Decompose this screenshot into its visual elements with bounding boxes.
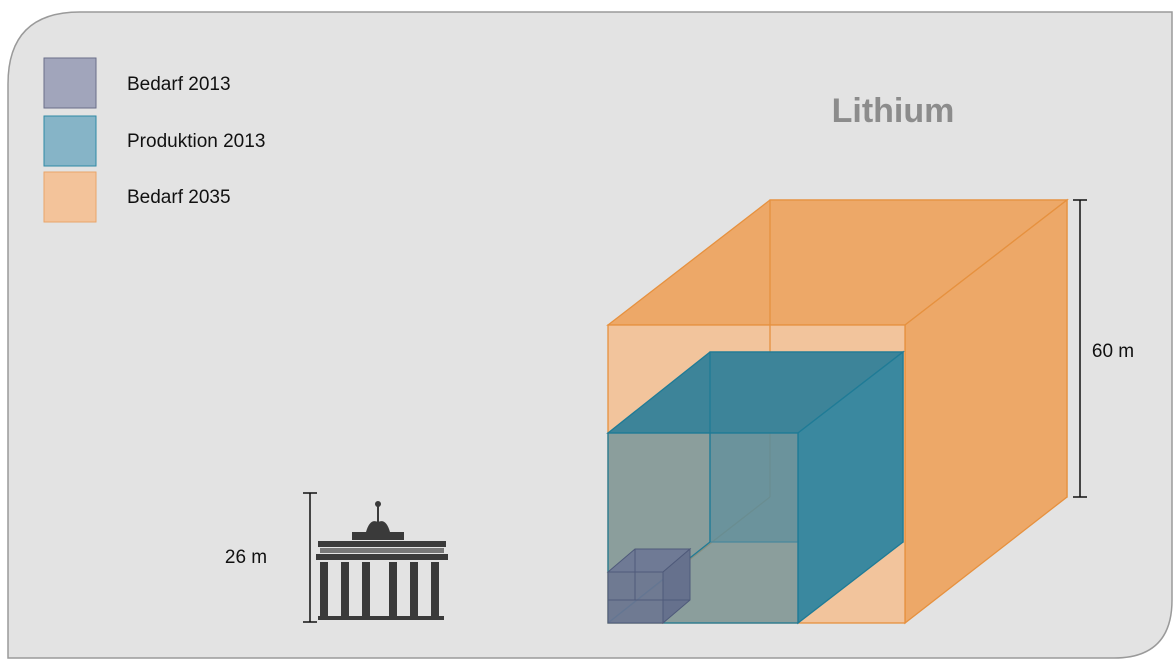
legend-swatch bbox=[43, 171, 97, 223]
legend-label: Produktion 2013 bbox=[127, 131, 265, 152]
legend-label: Bedarf 2035 bbox=[127, 187, 231, 208]
legend-label: Bedarf 2013 bbox=[127, 74, 231, 95]
height-bar-large bbox=[1073, 199, 1087, 498]
legend-swatch bbox=[43, 57, 97, 109]
gate-column bbox=[341, 562, 349, 618]
gate-column bbox=[410, 562, 418, 618]
dimension-label: 60 m bbox=[1092, 341, 1134, 362]
gate-column bbox=[389, 562, 397, 618]
legend-swatch bbox=[43, 115, 97, 167]
title: Lithium bbox=[832, 92, 955, 130]
brandenburg-gate bbox=[316, 501, 448, 620]
gate-part bbox=[366, 521, 390, 532]
cube-2013 bbox=[606, 547, 692, 625]
gate-part bbox=[318, 541, 446, 547]
height-bar-reference bbox=[303, 492, 317, 623]
gate-part bbox=[377, 504, 379, 522]
gate-column bbox=[320, 562, 328, 618]
gate-column bbox=[362, 562, 370, 618]
gate-part bbox=[320, 548, 444, 553]
gate-part bbox=[318, 616, 444, 620]
gate-part bbox=[316, 554, 448, 560]
dimension-label: 26 m bbox=[225, 547, 267, 568]
gate-column bbox=[431, 562, 439, 618]
legend: Bedarf 2013 Produktion 2013 Bedarf 2035 bbox=[43, 57, 265, 223]
gate-part bbox=[352, 532, 404, 540]
